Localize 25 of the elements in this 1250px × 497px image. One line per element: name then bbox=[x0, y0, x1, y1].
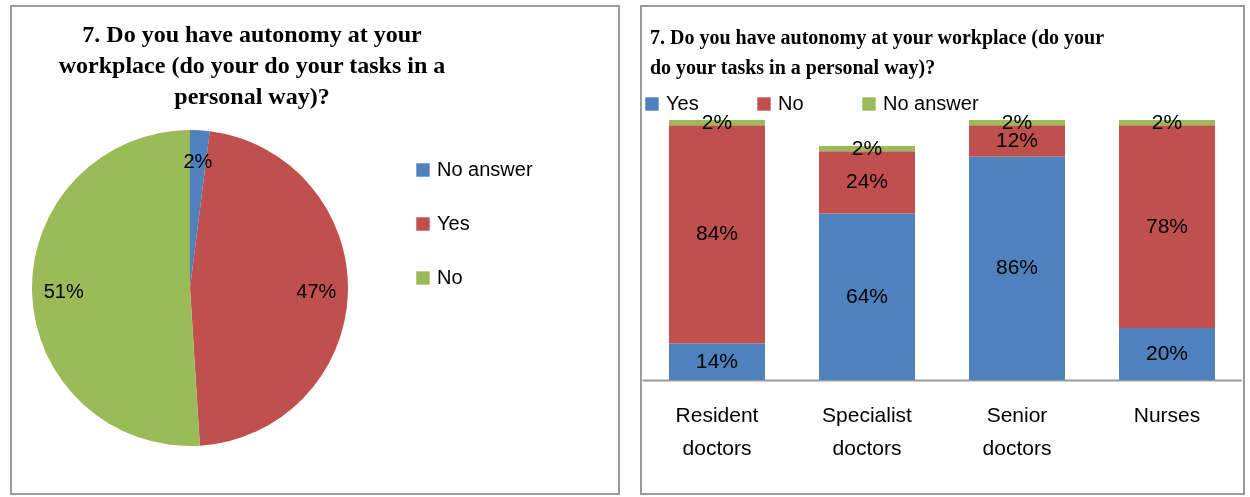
legend-label: Yes bbox=[437, 212, 470, 234]
legend-label: Yes bbox=[666, 92, 699, 114]
data-label: 47% bbox=[296, 279, 337, 302]
chart-title: 7. Do you have autonomy at your workplace (do your do your tasks in a personal way)? bbox=[57, 20, 447, 111]
bar bbox=[969, 156, 1065, 380]
x-tick-label: Specialist doctors bbox=[822, 402, 913, 459]
data-label: 24% bbox=[845, 169, 889, 193]
data-label: 51% bbox=[43, 279, 84, 302]
data-label: 64% bbox=[845, 283, 889, 307]
data-label: 78% bbox=[1145, 213, 1189, 237]
chart-title: 7. Do you have autonomy at your workplace (do your do your tasks in a personal way)? bbox=[650, 25, 1105, 81]
bar bbox=[669, 343, 765, 380]
legend-label: No answer bbox=[437, 158, 533, 180]
x-tick-label: Nurses bbox=[1133, 402, 1201, 426]
legend-label: No answer bbox=[883, 92, 979, 114]
data-label: 20% bbox=[1145, 341, 1189, 364]
data-label: 86% bbox=[995, 255, 1039, 279]
data-label: 84% bbox=[695, 221, 739, 245]
data-label: 14% bbox=[695, 348, 739, 372]
legend-label: No bbox=[437, 266, 463, 288]
legend-label: No bbox=[778, 92, 804, 114]
x-tick-label: Resident doctors bbox=[675, 402, 759, 459]
x-tick-label: Senior doctors bbox=[982, 402, 1052, 459]
bar bbox=[819, 213, 915, 380]
bar bbox=[1119, 328, 1215, 380]
